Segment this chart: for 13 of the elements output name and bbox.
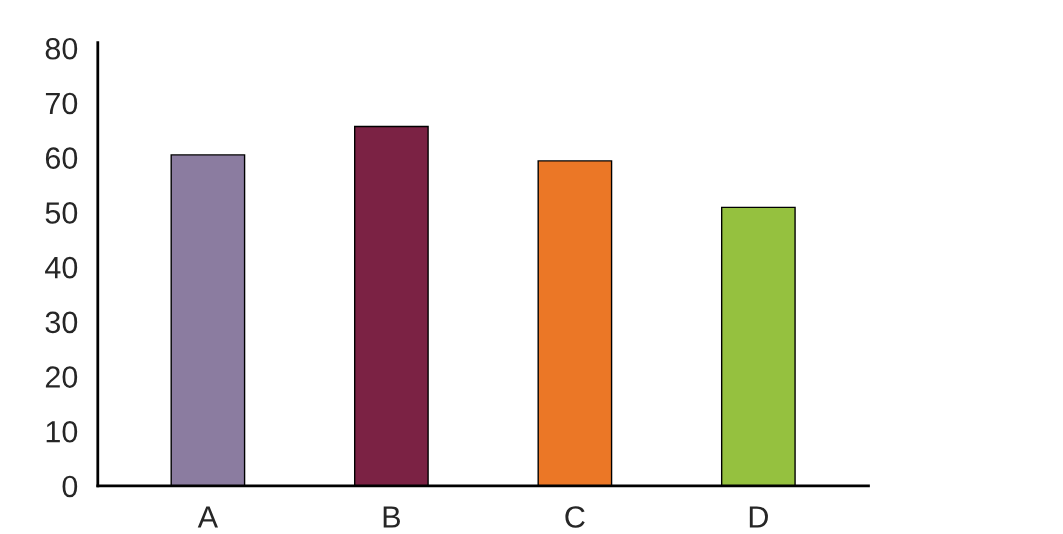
- y-tick-label: 50: [45, 202, 78, 224]
- x-tick-label: D: [749, 506, 768, 528]
- y-tick-label: 70: [45, 92, 78, 115]
- y-tick-label: 40: [45, 256, 78, 279]
- y-tick-label: 20: [45, 366, 78, 388]
- x-tick-label: B: [383, 506, 400, 528]
- x-tick-label: C: [565, 506, 585, 528]
- y-tick-label: 0: [62, 475, 78, 498]
- y-tick-label: 60: [45, 147, 78, 169]
- x-tick-label: A: [197, 506, 219, 528]
- y-tick-label: 30: [45, 311, 78, 334]
- y-tick-label: 10: [46, 420, 78, 443]
- y-tick-label: 80: [45, 37, 78, 60]
